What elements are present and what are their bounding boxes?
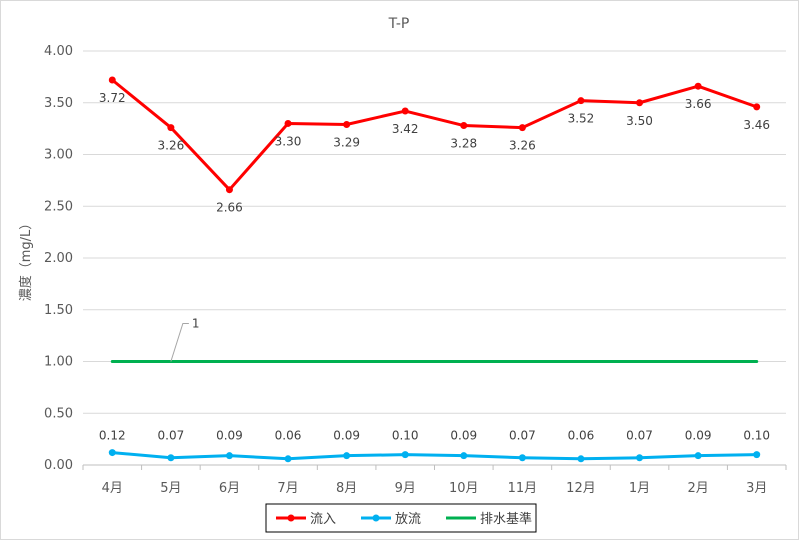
data-point — [284, 455, 292, 463]
data-point — [636, 454, 644, 462]
data-label: 3.46 — [743, 118, 770, 132]
series-line — [110, 451, 759, 461]
annotation-label: 1 — [192, 317, 200, 331]
y-tick-label: 3.50 — [44, 96, 73, 111]
data-point — [636, 99, 644, 107]
data-point — [577, 97, 585, 105]
data-point — [753, 103, 761, 111]
data-label: 3.26 — [158, 139, 185, 153]
data-point — [225, 186, 233, 194]
data-label: 0.06 — [568, 429, 595, 443]
legend-item: 流入 — [276, 512, 336, 527]
data-labels: 3.72 3.26 2.66 3.30 3.29 3.42 3.28 3.26 3.52 3.50… — [99, 91, 770, 443]
data-label: 3.42 — [392, 122, 419, 136]
data-label: 3.28 — [450, 137, 477, 151]
data-point — [694, 82, 702, 90]
data-label: 0.09 — [216, 429, 243, 443]
y-tick-label: 1.50 — [44, 303, 73, 318]
data-label: 3.50 — [626, 114, 653, 128]
data-point — [108, 449, 116, 457]
y-tick-label: 2.00 — [44, 251, 73, 266]
legend-box — [265, 503, 537, 533]
data-point — [518, 124, 526, 132]
x-tick-label: 4月 — [102, 481, 123, 496]
data-point — [518, 454, 526, 462]
x-tick-label: 6月 — [219, 481, 240, 496]
legend-marker — [287, 514, 295, 522]
series-line — [110, 78, 759, 192]
series-0 — [108, 76, 761, 194]
data-point — [343, 120, 351, 128]
annotation-leader — [170, 323, 189, 362]
x-tick-label: 8月 — [336, 481, 357, 496]
legend-label: 放流 — [395, 512, 421, 527]
data-point — [284, 119, 292, 127]
legend: 流入 放流 排水基準 — [265, 503, 537, 533]
data-point — [753, 451, 761, 459]
data-point — [401, 107, 409, 115]
data-label: 3.30 — [275, 134, 302, 148]
data-label: 3.26 — [509, 139, 536, 153]
data-point — [577, 455, 585, 463]
data-label: 0.09 — [450, 429, 477, 443]
legend-label: 流入 — [310, 512, 336, 527]
data-point — [108, 76, 116, 84]
x-tick-label: 2月 — [687, 481, 708, 496]
data-label: 3.29 — [333, 135, 360, 149]
y-tick-label: 4.00 — [44, 44, 73, 59]
y-tick-label: 1.00 — [44, 355, 73, 370]
x-tick-label: 3月 — [746, 481, 767, 496]
legend-label: 排水基準 — [480, 511, 532, 527]
y-tick-label: 0.50 — [44, 406, 73, 421]
x-tick-label: 12月 — [566, 481, 596, 496]
legend-item: 放流 — [361, 512, 421, 527]
data-point — [167, 124, 175, 132]
axes: 0.00 0.50 1.00 1.50 2.00 2.50 3.00 3.50 4.00 4月 5月… — [44, 44, 787, 496]
x-tick-label: 7月 — [277, 481, 298, 496]
data-point — [167, 454, 175, 462]
data-label: 2.66 — [216, 201, 243, 215]
x-tick-label: 5月 — [160, 481, 181, 496]
data-label: 0.07 — [626, 429, 653, 443]
series-layer — [108, 76, 761, 463]
y-tick-label: 0.00 — [44, 458, 73, 473]
data-label: 0.09 — [333, 429, 360, 443]
data-label: 3.66 — [685, 97, 712, 111]
data-label: 0.07 — [509, 429, 536, 443]
data-point — [460, 122, 468, 130]
data-label: 0.10 — [743, 429, 770, 443]
chart-title: T-P — [388, 16, 410, 32]
data-label: 3.52 — [568, 112, 595, 126]
y-tick-label: 2.50 — [44, 199, 73, 214]
data-label: 0.07 — [158, 429, 185, 443]
x-tick-label: 10月 — [449, 481, 479, 496]
legend-marker — [372, 514, 380, 522]
legend-item: 排水基準 — [446, 511, 532, 527]
data-label: 0.09 — [685, 429, 712, 443]
data-point — [694, 452, 702, 460]
y-tick-label: 3.00 — [44, 148, 73, 163]
data-label: 3.72 — [99, 91, 126, 105]
x-tick-label: 9月 — [395, 481, 416, 496]
data-point — [401, 451, 409, 459]
data-label: 0.06 — [275, 429, 302, 443]
data-point — [460, 452, 468, 460]
x-tick-label: 11月 — [508, 481, 538, 496]
data-point — [225, 452, 233, 460]
x-tick-label: 1月 — [629, 481, 650, 496]
data-label: 0.12 — [99, 429, 126, 443]
series-1 — [108, 449, 761, 463]
data-point — [343, 452, 351, 460]
y-axis-label: 濃度（mg/L） — [18, 217, 34, 302]
data-label: 0.10 — [392, 429, 419, 443]
gridlines — [83, 50, 786, 414]
